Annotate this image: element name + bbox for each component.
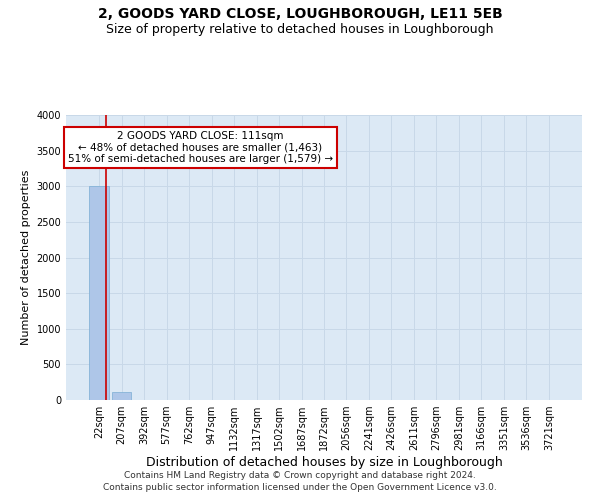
- X-axis label: Distribution of detached houses by size in Loughborough: Distribution of detached houses by size …: [146, 456, 502, 469]
- Text: 2 GOODS YARD CLOSE: 111sqm
← 48% of detached houses are smaller (1,463)
51% of s: 2 GOODS YARD CLOSE: 111sqm ← 48% of deta…: [68, 130, 333, 164]
- Text: 2, GOODS YARD CLOSE, LOUGHBOROUGH, LE11 5EB: 2, GOODS YARD CLOSE, LOUGHBOROUGH, LE11 …: [98, 8, 502, 22]
- Bar: [89, 186, 109, 400]
- Text: Size of property relative to detached houses in Loughborough: Size of property relative to detached ho…: [106, 22, 494, 36]
- Y-axis label: Number of detached properties: Number of detached properties: [21, 170, 31, 345]
- Text: Contains HM Land Registry data © Crown copyright and database right 2024.
Contai: Contains HM Land Registry data © Crown c…: [103, 471, 497, 492]
- Bar: [112, 392, 131, 400]
